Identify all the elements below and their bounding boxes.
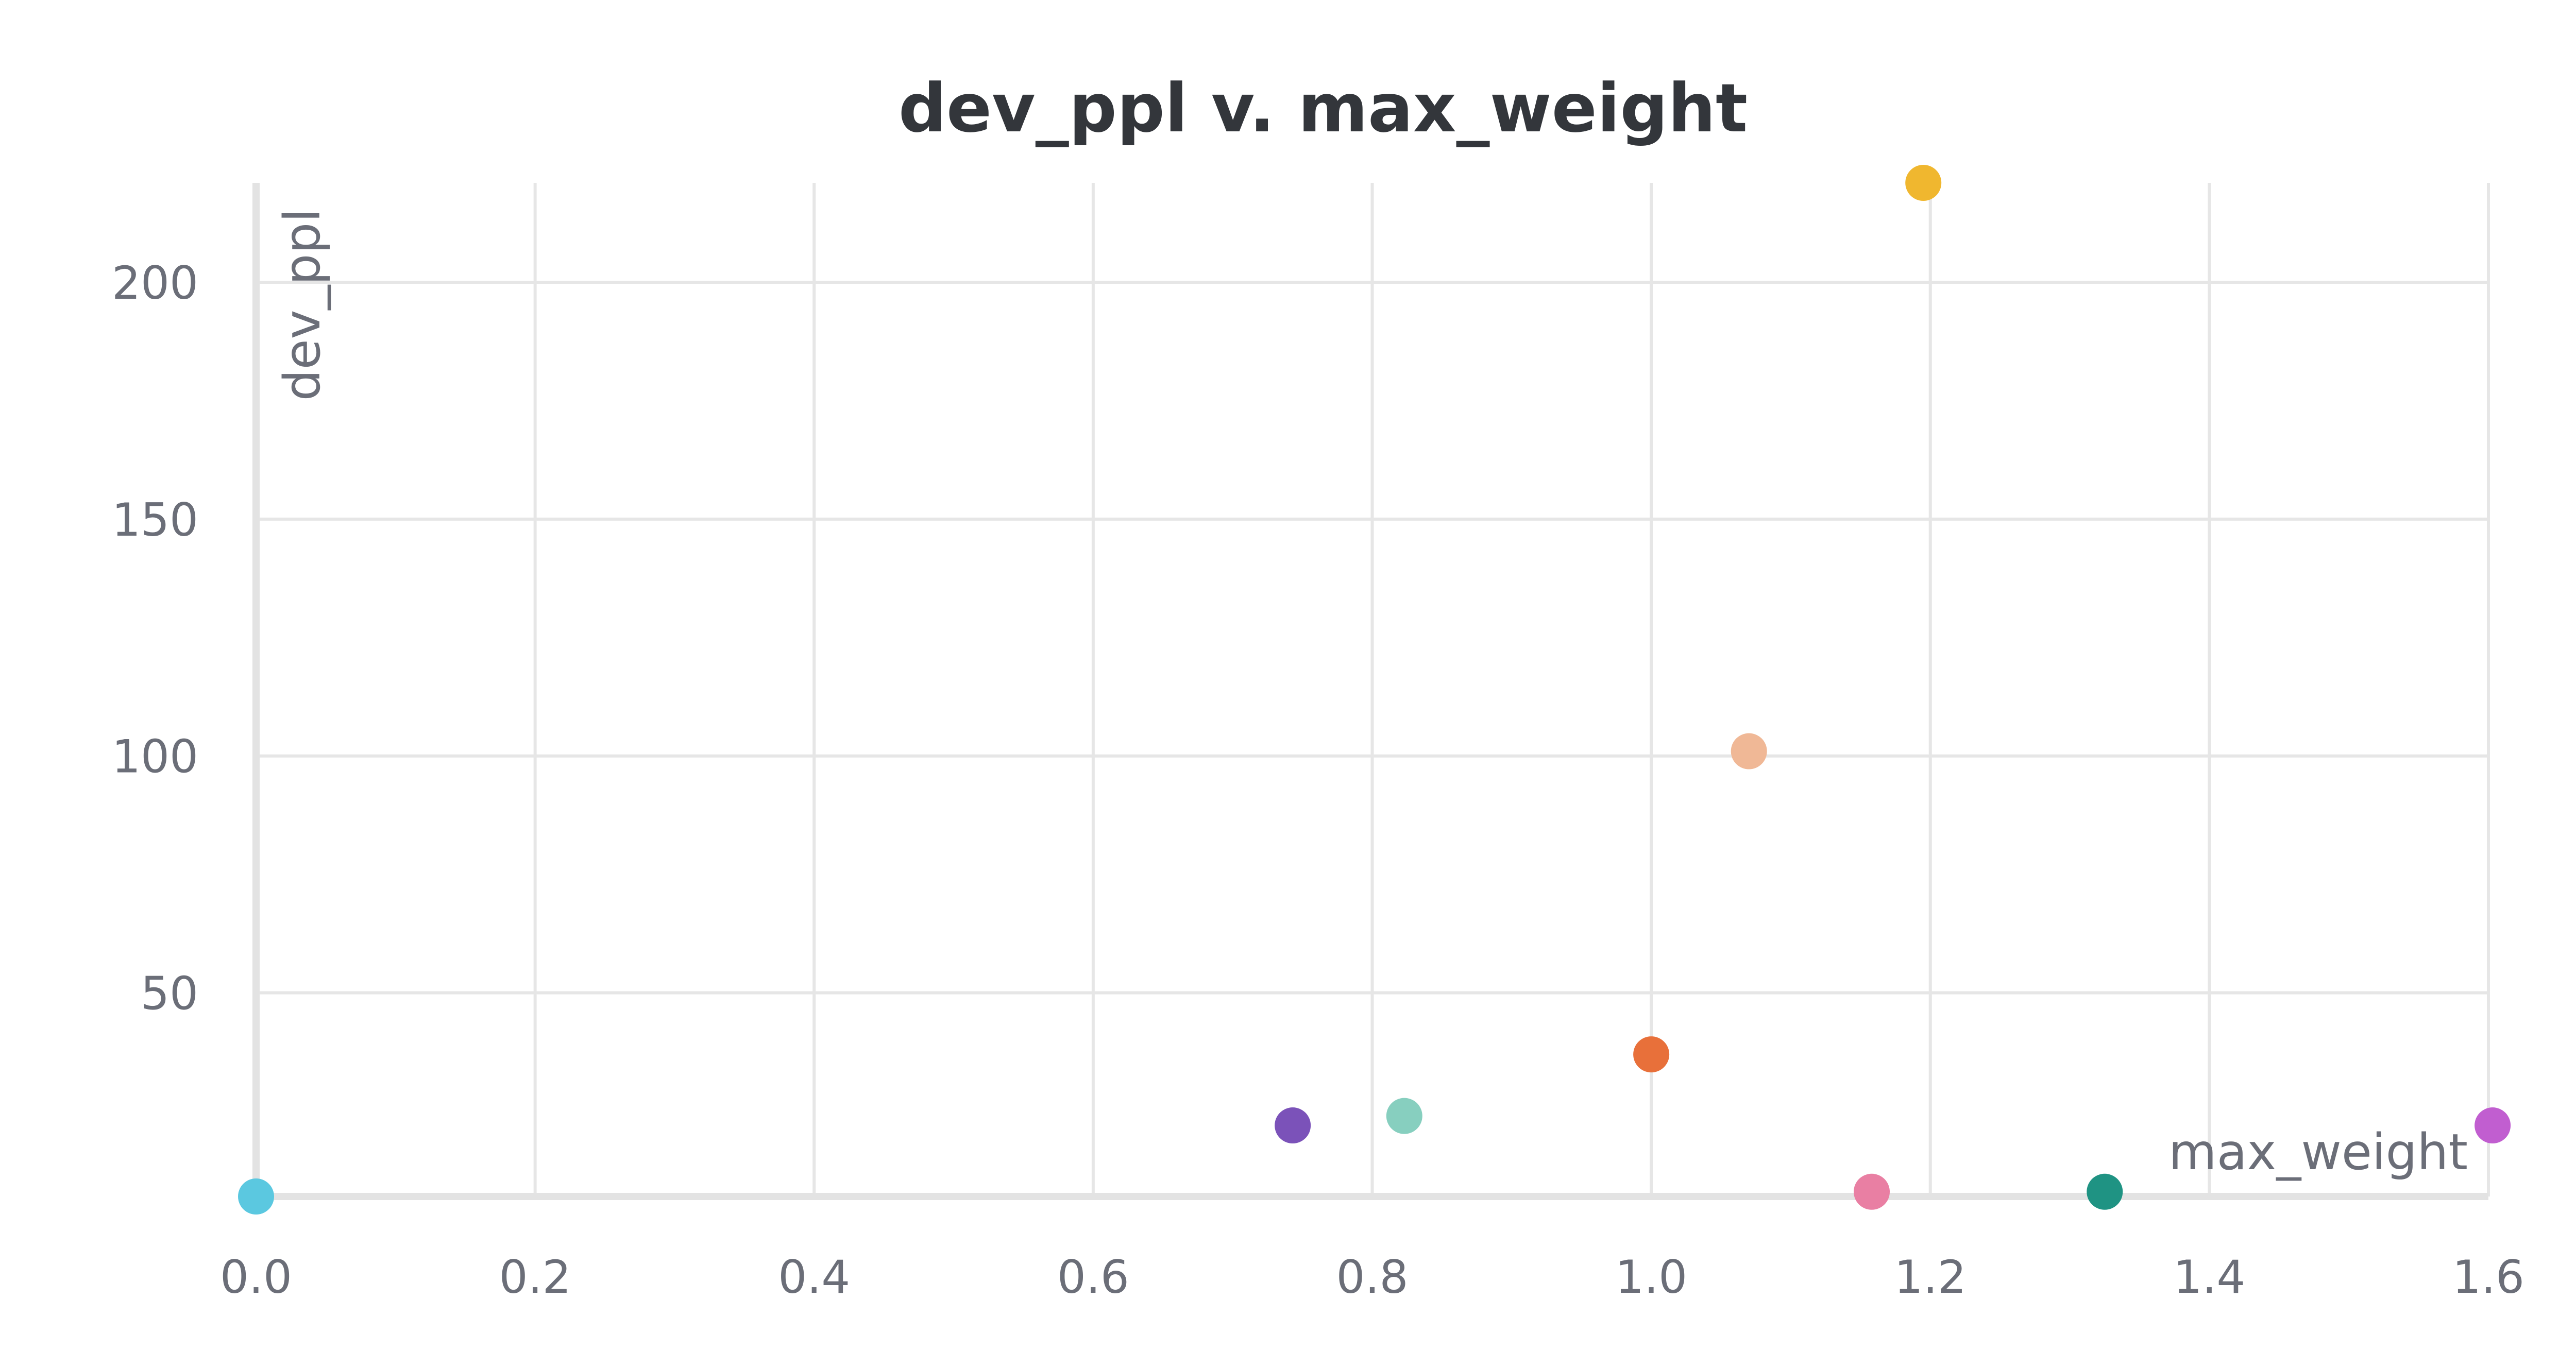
- horizontal-gridlines: [256, 281, 2488, 995]
- y-tick-label: 200: [112, 256, 198, 310]
- x-tick-label: 0.0: [220, 1251, 292, 1304]
- scatter-point[interactable]: [1854, 1173, 1890, 1210]
- y-tick-label: 50: [141, 967, 198, 1020]
- scatter-point[interactable]: [1731, 733, 1767, 770]
- scatter-point[interactable]: [2087, 1173, 2123, 1210]
- x-tick-label: 1.0: [1615, 1251, 1687, 1304]
- vertical-gridlines: [533, 183, 2490, 1196]
- scatter-point[interactable]: [2475, 1107, 2511, 1144]
- x-tick-label: 1.4: [2173, 1251, 2245, 1304]
- y-tick-label: 100: [112, 730, 198, 783]
- chart-title: dev_ppl v. max_weight: [899, 69, 1748, 147]
- x-tick-label: 1.2: [1894, 1251, 1967, 1304]
- scatter-point[interactable]: [1633, 1036, 1670, 1073]
- scatter-point[interactable]: [1905, 165, 1942, 201]
- x-tick-labels: 0.0 0.2 0.4 0.6 0.8 1.0 1.2 1.4 1.6: [220, 1251, 2524, 1304]
- scatter-point[interactable]: [1386, 1098, 1422, 1134]
- x-tick-label: 0.2: [499, 1251, 571, 1304]
- x-axis-label: max_weight: [2168, 1123, 2468, 1181]
- y-axis-label: dev_ppl: [274, 209, 331, 401]
- y-tick-label: 150: [112, 493, 198, 546]
- scatter-point[interactable]: [238, 1178, 274, 1215]
- y-tick-labels: 50 100 150 200: [112, 256, 198, 1020]
- x-tick-label: 1.6: [2452, 1251, 2524, 1304]
- data-points: [238, 165, 2511, 1215]
- scatter-point[interactable]: [1275, 1107, 1311, 1144]
- x-tick-label: 0.8: [1336, 1251, 1409, 1304]
- x-tick-label: 0.4: [778, 1251, 850, 1304]
- x-tick-label: 0.6: [1057, 1251, 1129, 1304]
